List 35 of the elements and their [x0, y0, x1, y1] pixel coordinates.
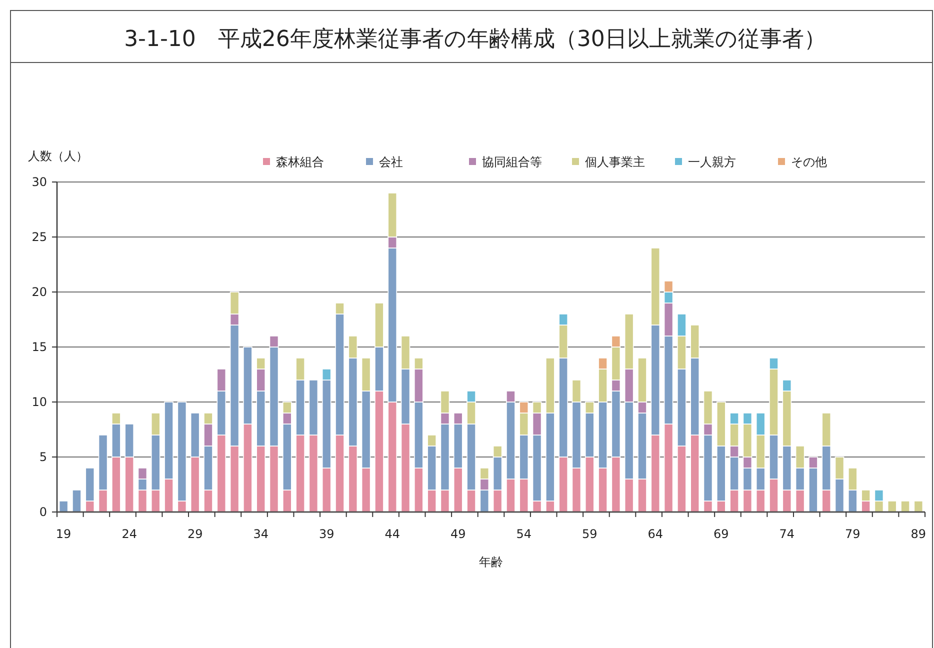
chart-title: 3-1-10 平成26年度林業従事者の年齢構成（30日以上就業の従事者） [124, 27, 826, 52]
bar [72, 490, 82, 512]
legend-label: その他 [791, 155, 827, 169]
x-axis-title: 年齢 [479, 555, 503, 569]
x-tick-label: 49 [450, 527, 466, 541]
x-tick-label: 79 [845, 527, 860, 541]
legend-label: 協同組合等 [482, 155, 542, 169]
y-tick-label: 10 [32, 395, 47, 409]
x-tick-label: 39 [318, 527, 334, 541]
x-tick-label: 89 [910, 527, 926, 541]
y-tick-label: 25 [32, 230, 47, 244]
x-tick-label: 69 [714, 527, 729, 541]
x-tick-label: 59 [582, 527, 598, 541]
x-tick-label: 64 [648, 527, 664, 541]
x-tick-label: 24 [122, 527, 137, 541]
y-tick-label: 0 [39, 505, 47, 519]
x-tick-label: 29 [187, 527, 203, 541]
x-tick-label: 19 [56, 527, 72, 541]
y-tick-label: 20 [32, 285, 47, 299]
x-tick-label: 34 [253, 527, 268, 541]
x-tick-label: 54 [516, 527, 532, 541]
y-tick-label: 15 [32, 340, 47, 354]
y-tick-label: 30 [32, 175, 47, 189]
legend-label: 会社 [379, 155, 403, 169]
bar [914, 500, 924, 512]
legend-label: 一人親方 [688, 155, 736, 169]
x-tick-label: 74 [779, 527, 795, 541]
y-tick-label: 5 [39, 450, 47, 464]
bar [900, 500, 910, 512]
legend-label: 森林組合 [276, 155, 324, 169]
bar [887, 500, 897, 512]
bar [58, 500, 68, 512]
x-tick-label: 44 [384, 527, 400, 541]
y-axis-title: 人数（人） [28, 149, 88, 163]
legend-label: 個人事業主 [585, 155, 645, 169]
